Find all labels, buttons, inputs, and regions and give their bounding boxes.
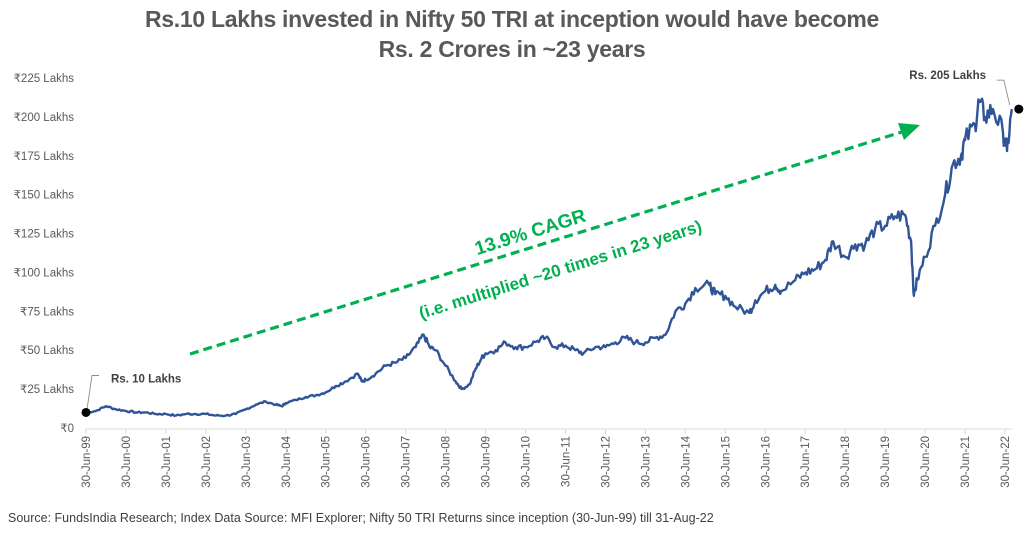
x-tick-label: 30-Jun-21	[960, 436, 972, 488]
start-point-marker	[81, 407, 91, 417]
y-tick-label: ₹200 Lakhs	[14, 112, 75, 124]
x-tick-label: 30-Jun-03	[241, 436, 253, 488]
x-tick-label: 30-Jun-10	[521, 436, 533, 488]
x-tick-label: 30-Jun-06	[361, 436, 373, 488]
x-tick-label: 30-Jun-00	[121, 436, 133, 488]
x-tick-label: 30-Jun-11	[560, 436, 572, 487]
trend-arrowhead-icon	[898, 123, 920, 140]
chart-title: Rs.10 Lakhs invested in Nifty 50 TRI at …	[145, 6, 879, 32]
end-leader-line	[996, 79, 1011, 106]
x-tick-label: 30-Jun-09	[481, 436, 493, 488]
series-layer	[85, 97, 1013, 418]
x-tick-label: 30-Jun-07	[401, 436, 413, 488]
annotations: Rs. 10 Lakhs Rs. 205 Lakhs	[81, 70, 1024, 417]
start-leader-line	[86, 375, 99, 410]
x-tick-label: 30-Jun-15	[720, 436, 732, 488]
y-axis: ₹0 ₹25 Lakhs ₹50 Lakhs ₹75 Lakhs ₹100 Lakhs ₹…	[14, 73, 75, 435]
y-tick-label: ₹50 Lakhs	[20, 345, 74, 357]
x-tick-label: 30-Jun-19	[880, 436, 892, 488]
end-value-label: Rs. 205 Lakhs	[909, 70, 986, 82]
y-tick-label: ₹100 Lakhs	[14, 267, 75, 279]
end-point-marker	[1014, 104, 1024, 114]
x-axis: 30-Jun-99 30-Jun-00 30-Jun-01 30-Jun-02 30-J…	[81, 428, 1012, 488]
start-value-label: Rs. 10 Lakhs	[111, 373, 181, 385]
chart-subtitle: Rs. 2 Crores in ~23 years	[378, 36, 646, 62]
x-tick-label: 30-Jun-01	[161, 436, 173, 488]
x-tick-label: 30-Jun-16	[760, 436, 772, 488]
y-tick-label: ₹75 Lakhs	[20, 306, 74, 318]
y-tick-label: ₹175 Lakhs	[14, 151, 75, 163]
series-line-nifty50-tri	[85, 97, 1013, 418]
x-tick-label: 30-Jun-05	[321, 436, 333, 488]
y-tick-label: ₹150 Lakhs	[14, 190, 75, 202]
x-tick-label: 30-Jun-08	[441, 436, 453, 488]
cagr-trend-arrow: 13.9% CAGR(i.e. multiplied ~20 times in …	[189, 123, 920, 356]
x-tick-label: 30-Jun-13	[640, 436, 652, 488]
trend-dashed-line	[189, 129, 906, 356]
x-tick-label: 30-Jun-02	[201, 436, 213, 488]
x-tick-label: 30-Jun-18	[840, 436, 852, 488]
x-tick-label: 30-Jun-22	[1000, 436, 1012, 488]
x-tick-label: 30-Jun-20	[920, 436, 932, 488]
y-tick-label: ₹125 Lakhs	[14, 229, 75, 241]
y-tick-label: ₹225 Lakhs	[14, 73, 75, 85]
x-tick-label: 30-Jun-14	[680, 435, 692, 487]
y-tick-label: ₹0	[60, 423, 74, 435]
x-tick-label: 30-Jun-04	[281, 435, 293, 487]
x-tick-label: 30-Jun-12	[600, 436, 612, 488]
x-tick-label: 30-Jun-17	[800, 436, 812, 488]
cagr-label: 13.9% CAGR	[472, 206, 588, 260]
x-tick-label: 30-Jun-99	[81, 436, 93, 488]
y-tick-label: ₹25 Lakhs	[20, 384, 74, 396]
source-note: Source: FundsIndia Research; Index Data …	[8, 511, 714, 525]
